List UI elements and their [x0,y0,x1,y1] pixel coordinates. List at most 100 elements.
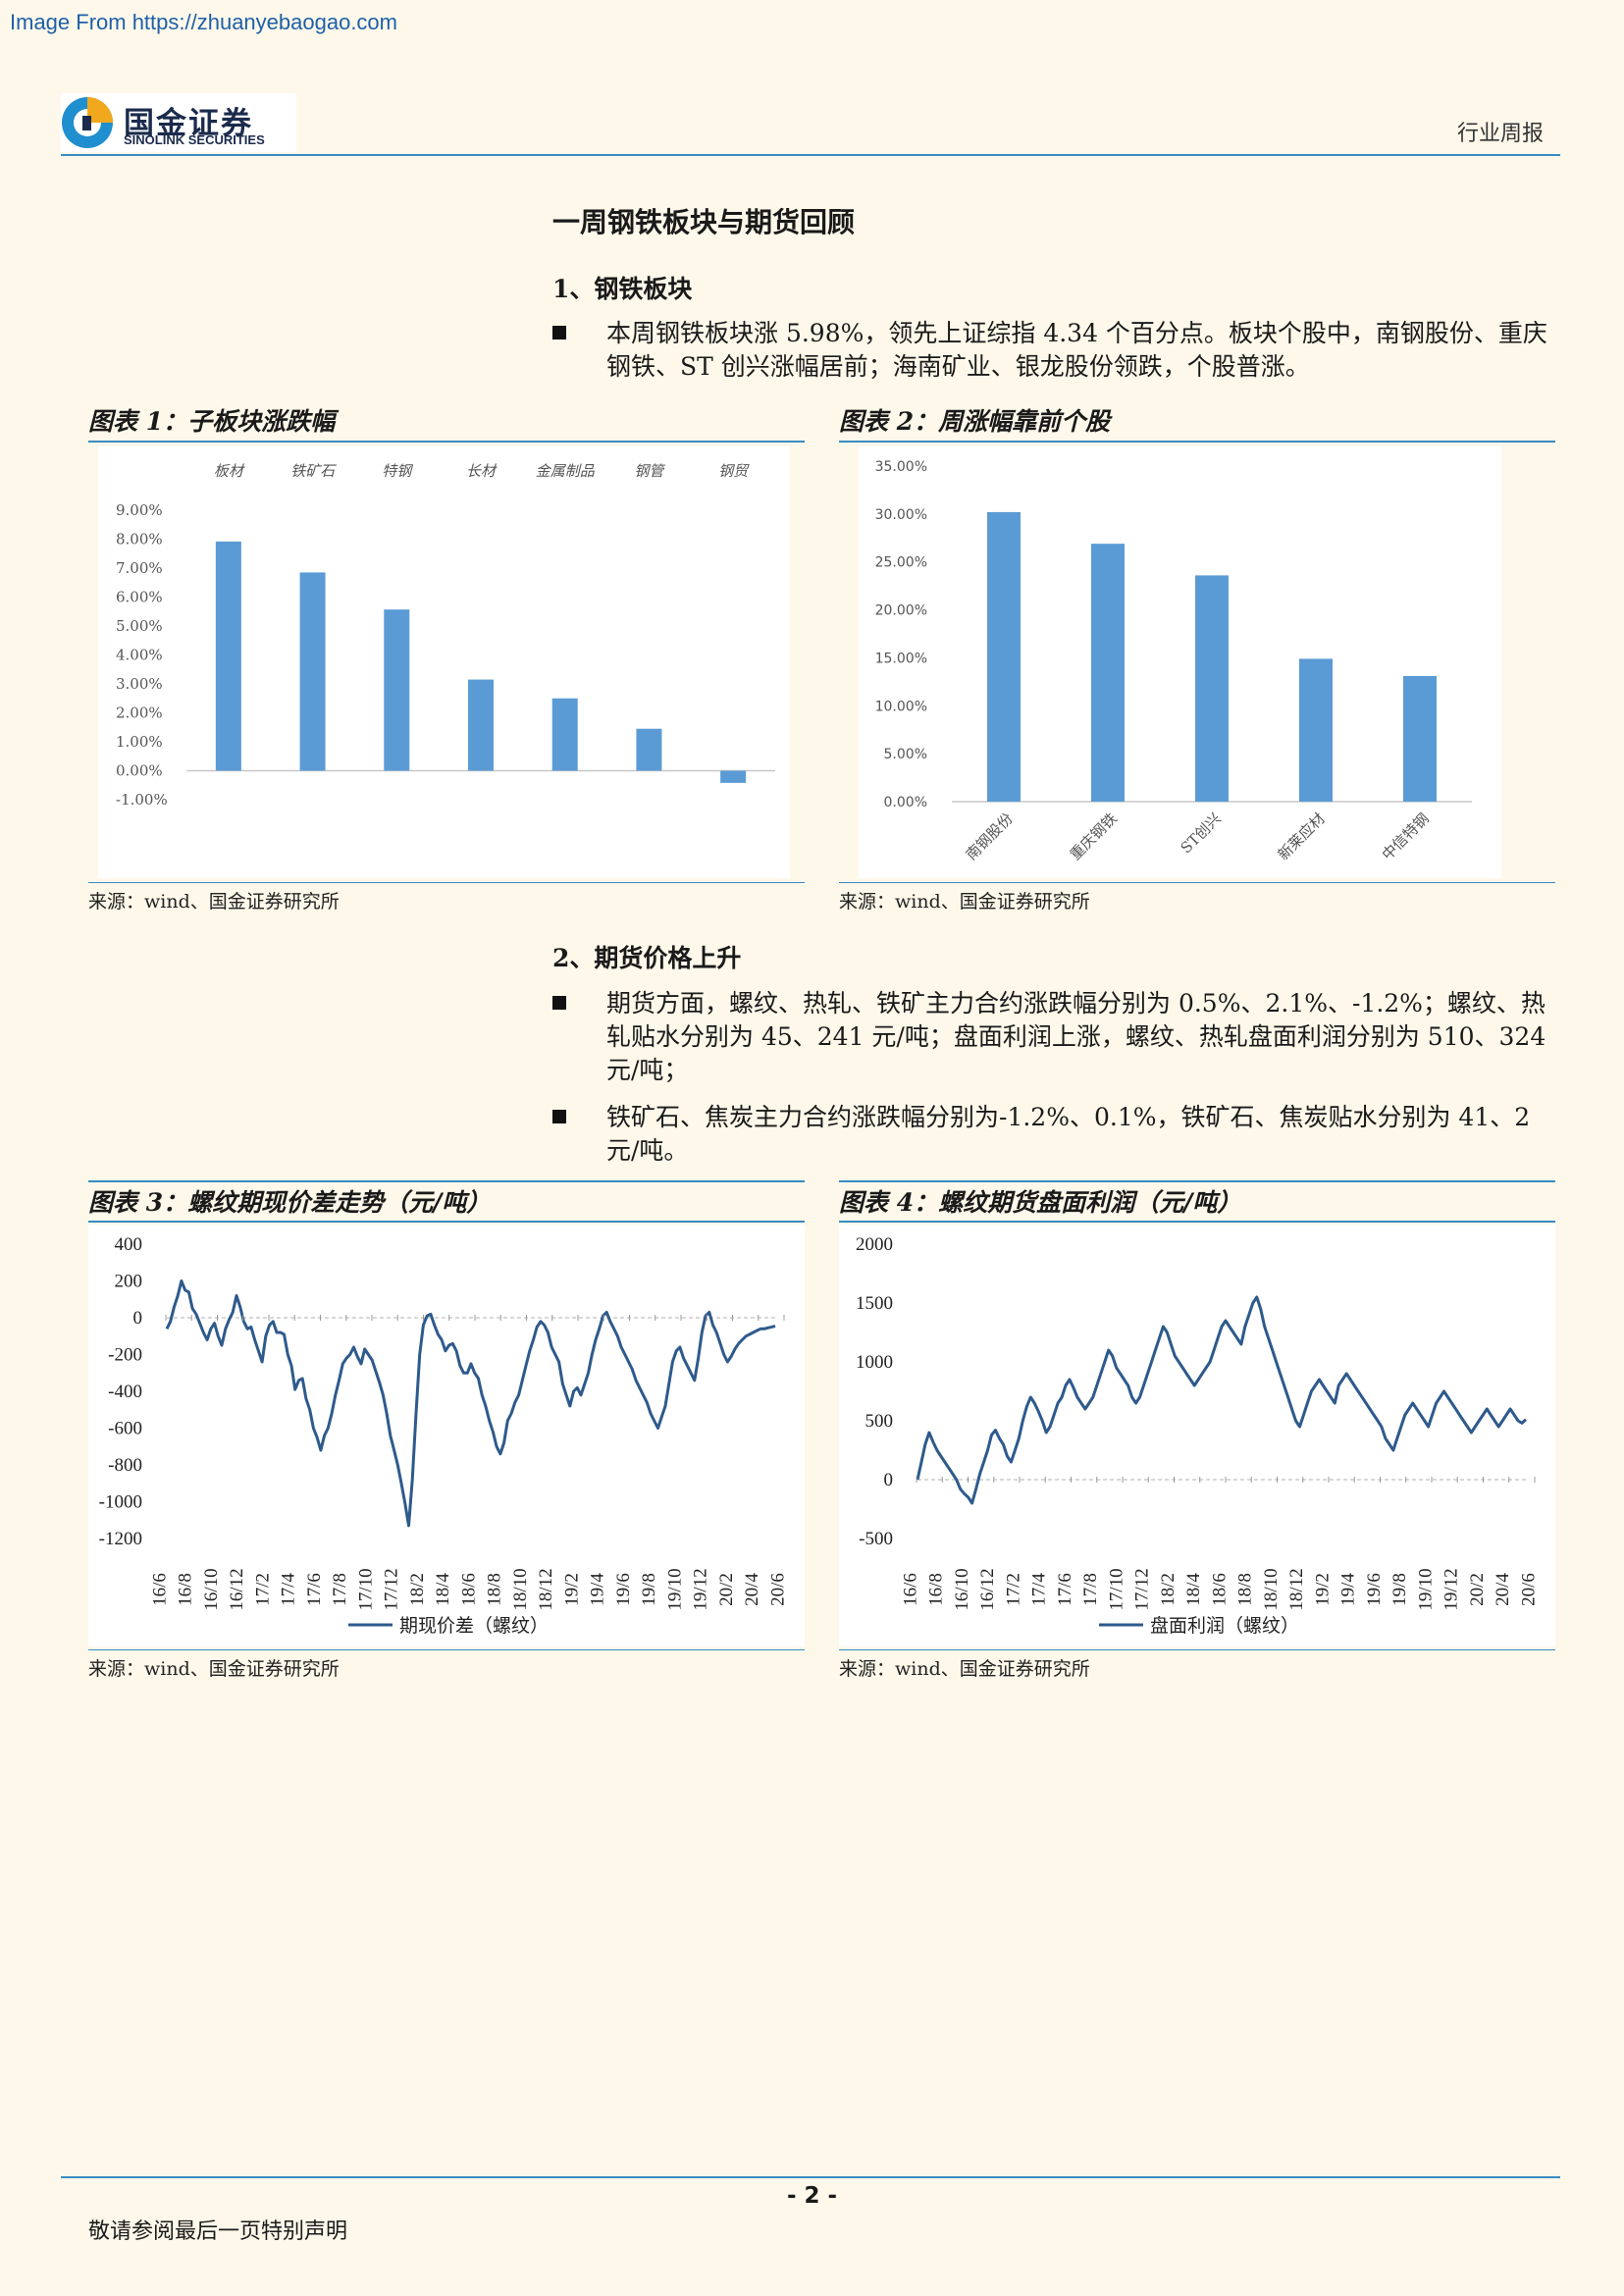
category-label: 铁矿石 [290,462,337,480]
x-tick-label: 20/2 [1467,1573,1488,1606]
y-tick-label: -400 [108,1382,142,1402]
bullet-marker [552,996,566,1010]
y-tick-label: 2.00% [116,704,163,722]
y-tick-label: 5.00% [884,747,927,762]
x-tick-label: 17/12 [382,1568,402,1610]
figure-1-title: 图表 1：子板块涨跌幅 [88,407,336,436]
y-tick-label: 500 [865,1411,894,1432]
x-tick-label: 17/4 [279,1573,299,1606]
x-tick-label: 16/12 [227,1568,247,1610]
figure-4-source: 来源：wind、国金证券研究所 [839,1658,1090,1680]
bar [551,698,578,771]
figure-4-rule [839,1221,1555,1223]
x-tick-label: 18/6 [1209,1573,1230,1606]
bar [987,511,1021,802]
figure-1-source: 来源：wind、国金证券研究所 [88,891,340,913]
x-tick-label: 19/8 [1389,1573,1410,1606]
y-tick-label: 10.00% [875,699,927,714]
bullet-item: 期货方面，螺纹、热轧、铁矿主力合约涨跌幅分别为 0.5%、2.1%、-1.2%；… [552,987,1563,1087]
figure-1-bottom-rule [88,882,805,883]
x-tick-label: 19/10 [1415,1568,1436,1610]
legend-label: 盘面利润（螺纹） [1150,1615,1299,1637]
header-rule [61,154,1560,156]
x-tick-label: 17/10 [355,1568,376,1610]
figure-2-title: 图表 2：周涨幅靠前个股 [839,407,1111,436]
x-tick-label: 18/10 [510,1568,531,1610]
x-tick-label: 18/2 [1158,1573,1179,1606]
x-tick-label: 16/6 [149,1573,170,1606]
x-tick-label: 18/8 [1235,1573,1256,1606]
x-tick-label: 17/12 [1132,1568,1153,1610]
x-tick-label: 17/10 [1106,1568,1126,1610]
category-label: 长材 [466,462,498,480]
figure-1-rule [88,441,805,443]
y-tick-label: 1500 [856,1293,893,1314]
x-tick-label: 16/8 [176,1573,196,1606]
x-tick-label: 19/2 [561,1573,582,1606]
category-label: 特钢 [382,462,413,480]
x-tick-label: 19/6 [613,1573,634,1606]
y-tick-label: 2000 [856,1234,893,1255]
y-tick-label: 35.00% [875,459,927,475]
y-tick-label: -1200 [99,1529,142,1549]
category-label: 金属制品 [536,462,596,480]
legend-label: 期现价差（螺纹） [399,1615,549,1637]
x-tick-label: 16/10 [201,1568,222,1610]
bar [1403,675,1437,802]
x-tick-label: 16/12 [977,1568,998,1610]
figure-3-line-chart: -1200 -1000 -800 -600 -400 -200 0 200 400 16/6 16/… [99,1234,789,1637]
figure-1-bar-chart: -1.00% 0.00% 1.00% 2.00% 3.00% 4.00% 5.00% 6.00… [116,462,775,809]
y-tick-label: 25.00% [875,555,927,571]
category-label: 重庆钢铁 [1067,809,1121,863]
report-type-label: 行业周报 [1456,122,1544,146]
y-tick-label: -1.00% [116,791,168,809]
y-tick-label: 30.00% [875,507,927,523]
x-tick-label: 17/8 [1080,1573,1101,1606]
figure-3-bottom-rule [88,1649,805,1650]
bullet-marker [552,326,566,339]
logo-name-cn: 国金证券 [124,106,253,141]
x-tick-label: 18/2 [407,1573,428,1606]
y-tick-label: -500 [859,1529,893,1549]
y-tick-label: 6.00% [116,589,163,606]
category-label: 中信特钢 [1379,809,1433,863]
x-tick-label: 18/12 [536,1568,556,1610]
series-line [916,1295,1528,1505]
y-tick-label: 15.00% [875,651,927,666]
x-tick-label: 19/12 [1441,1568,1462,1610]
x-tick-label: 19/8 [639,1573,659,1606]
bar [636,728,662,771]
category-label: 板材 [214,462,245,480]
bullet-text: 铁矿石、焦炭主力合约涨跌幅分别为-1.2%、0.1%，铁矿石、焦炭贴水分别为 4… [606,1103,1531,1165]
bar [468,679,494,771]
x-tick-label: 17/8 [330,1573,350,1606]
figure-3-source: 来源：wind、国金证券研究所 [88,1658,340,1680]
figure-3-title: 图表 3：螺纹期现价差走势（元/吨） [88,1188,492,1217]
x-tick-label: 19/6 [1364,1573,1385,1606]
x-tick-label: 17/6 [304,1573,325,1606]
bar [720,770,747,783]
figure-2-rule [839,441,1555,443]
bullet-marker [552,1110,566,1123]
bullet-text: 期货方面，螺纹、热轧、铁矿主力合约涨跌幅分别为 0.5%、2.1%、-1.2%；… [606,989,1546,1084]
y-tick-label: 7.00% [116,559,163,577]
category-label: 钢管 [634,462,665,480]
x-tick-label: 20/2 [716,1573,737,1606]
y-tick-label: 0.00% [884,795,927,810]
figure-3-chart-area: -1200 -1000 -800 -600 -400 -200 0 200 400 16/6 16/… [88,1225,805,1646]
y-tick-label: -600 [108,1419,142,1439]
bar [1299,658,1333,802]
figure-2-source: 来源：wind、国金证券研究所 [839,891,1090,913]
bullet-text: 本周钢铁板块涨 5.98%，领先上证综指 4.34 个百分点。板块个股中，南钢股… [606,319,1547,381]
bar [215,541,241,771]
bar [1091,544,1125,802]
figure-4-bottom-rule [839,1649,1555,1650]
x-tick-label: 17/6 [1055,1573,1075,1606]
y-tick-label: 4.00% [116,647,163,664]
x-tick-label: 18/4 [433,1573,453,1606]
source-watermark: Image From https://zhuanyebaogao.com [10,10,397,34]
figure-4-title: 图表 4：螺纹期货盘面利润（元/吨） [839,1188,1242,1217]
x-tick-label: 20/6 [767,1573,788,1606]
y-tick-label: 1.00% [116,733,163,751]
figure-1-chart-area: -1.00% 0.00% 1.00% 2.00% 3.00% 4.00% 5.00% 6.00… [98,446,790,878]
